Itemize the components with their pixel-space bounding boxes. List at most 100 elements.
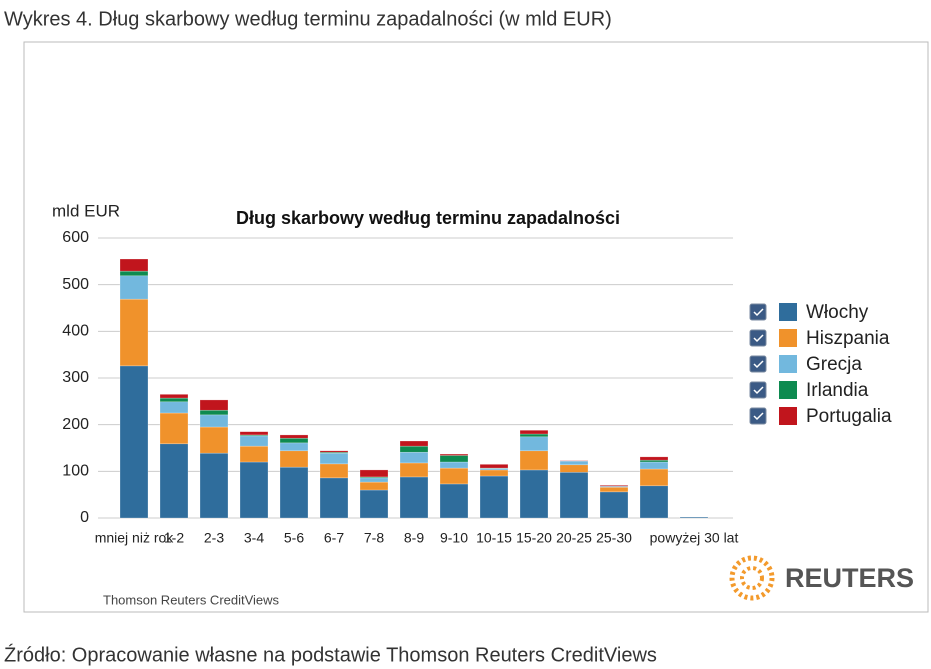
- bar-segment: [639, 485, 669, 519]
- x-tick-label: 10-15: [476, 530, 512, 546]
- x-tick-label: 8-9: [404, 530, 424, 546]
- bar-segment: [279, 437, 309, 444]
- bar-segment: [119, 298, 149, 367]
- x-tick-label: 7-8: [364, 530, 384, 546]
- bar-segment: [439, 467, 469, 485]
- bar-segment: [439, 453, 469, 456]
- legend-swatch: [779, 381, 797, 399]
- legend-swatch: [779, 407, 797, 425]
- legend-label: Hiszpania: [806, 328, 890, 349]
- y-axis-label: mld EUR: [52, 201, 120, 220]
- bar-segment: [159, 401, 189, 414]
- bar-segment: [239, 445, 269, 463]
- legend-checkbox[interactable]: [749, 329, 767, 347]
- bar-segment: [519, 469, 549, 519]
- bar-segment: [439, 483, 469, 519]
- bar-segment: [479, 469, 509, 477]
- bar-segment: [199, 399, 229, 411]
- y-tick-label: 600: [62, 229, 89, 246]
- bar-segment: [239, 431, 269, 436]
- bar-segment: [479, 475, 509, 519]
- y-tick-label: 400: [62, 323, 89, 340]
- bar-segment: [159, 412, 189, 445]
- bar-segment: [399, 440, 429, 447]
- y-tick-label: 100: [62, 463, 89, 480]
- bar-segment: [559, 464, 589, 473]
- bar-segment: [639, 468, 669, 487]
- source: Źródło: Opracowanie własne na podstawie …: [4, 643, 657, 666]
- legend-checkbox[interactable]: [749, 407, 767, 425]
- y-tick-label: 200: [62, 416, 89, 433]
- x-tick-label: 20-25: [556, 530, 592, 546]
- x-tick-label: 6-7: [324, 530, 344, 546]
- x-tick-label: powyżej 30 lat: [650, 530, 739, 546]
- legend-checkbox[interactable]: [749, 381, 767, 399]
- bar-segment: [439, 461, 469, 469]
- credit: Thomson Reuters CreditViews: [103, 592, 280, 607]
- bar-segment: [359, 481, 389, 491]
- bar-segment: [679, 516, 709, 519]
- legend-check: [753, 308, 764, 317]
- bar-segment: [519, 436, 549, 452]
- bar-segment: [279, 466, 309, 519]
- chart-title: Dług skarbowy według terminu zapadalnośc…: [236, 208, 620, 228]
- brand: REUTERS: [785, 563, 914, 593]
- legend-check: [753, 386, 764, 395]
- bar-segment: [239, 435, 269, 447]
- bar-segment: [519, 450, 549, 471]
- bar-segment: [159, 397, 189, 403]
- legend-swatch: [779, 303, 797, 321]
- bar-segment: [479, 464, 509, 469]
- bar-segment: [119, 270, 149, 277]
- bar-segment: [159, 394, 189, 399]
- logo-icon: [729, 555, 775, 601]
- bar-segment: [319, 477, 349, 519]
- x-tick-label: 15-20: [516, 530, 552, 546]
- bar-segment: [119, 275, 149, 300]
- legend-checkbox[interactable]: [749, 303, 767, 321]
- bar-segment: [279, 434, 309, 439]
- caption: Wykres 4. Dług skarbowy według terminu z…: [4, 8, 612, 30]
- bar-segment: [399, 462, 429, 478]
- bar-segment: [599, 491, 629, 519]
- bar-segment: [439, 455, 469, 463]
- bar-segment: [519, 430, 549, 435]
- legend-swatch: [779, 329, 797, 347]
- bar-segment: [399, 451, 429, 464]
- brand-logo: [729, 555, 775, 601]
- bar-segment: [559, 472, 589, 519]
- bar-segment: [639, 461, 669, 470]
- bar-segment: [319, 452, 349, 465]
- bar-segment: [239, 461, 269, 519]
- bar-segment: [319, 450, 349, 453]
- x-tick-label: 5-6: [284, 530, 304, 546]
- x-tick-label: 9-10: [440, 530, 468, 546]
- bar-segment: [199, 409, 229, 416]
- bar-segment: [639, 459, 669, 463]
- bar-segment: [359, 469, 389, 478]
- logo-icon: [740, 566, 764, 590]
- chart-frame: [23, 41, 929, 613]
- bar-segment: [319, 463, 349, 479]
- bar-segment: [279, 442, 309, 452]
- y-tick-label: 0: [80, 509, 89, 526]
- legend-checkbox[interactable]: [749, 355, 767, 373]
- x-tick-label: 25-30: [596, 530, 632, 546]
- bar-segment: [359, 477, 389, 483]
- bar-segment: [279, 450, 309, 468]
- bar-segment: [519, 433, 549, 438]
- legend-check: [753, 412, 764, 421]
- bar-segment: [399, 445, 429, 453]
- legend-check: [753, 360, 764, 369]
- x-tick-label: mniej niż rok: [95, 530, 175, 546]
- legend-swatch: [779, 355, 797, 373]
- bar-segment: [119, 365, 149, 519]
- legend-label: Grecja: [806, 354, 862, 375]
- bar-segment: [559, 460, 589, 466]
- y-tick-label: 500: [62, 276, 89, 293]
- legend-check: [753, 334, 764, 343]
- x-tick-label: 3-4: [244, 530, 264, 546]
- legend-label: Włochy: [806, 302, 869, 323]
